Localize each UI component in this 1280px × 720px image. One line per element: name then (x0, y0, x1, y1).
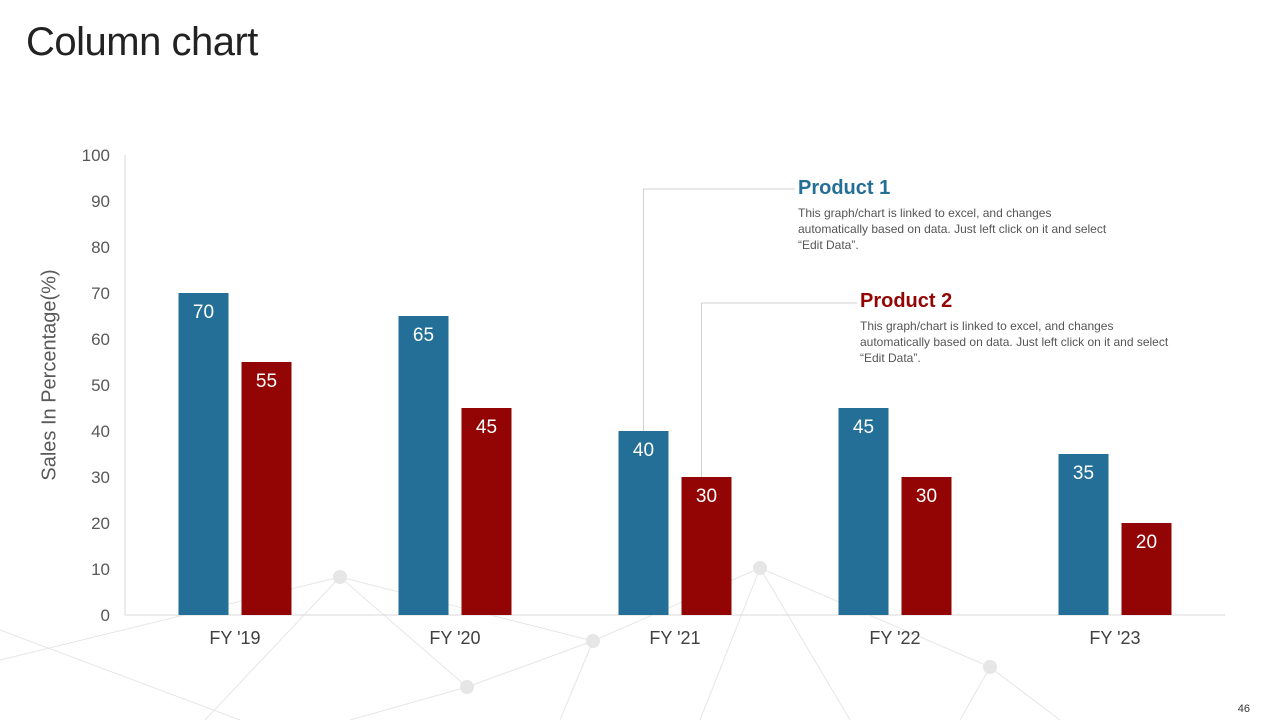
bar-data-label: 30 (696, 486, 717, 507)
bars (178, 293, 1172, 615)
page-title: Column chart (26, 20, 258, 64)
bar-data-label: 55 (256, 371, 277, 392)
callout-product-2-text: This graph/chart is linked to excel, and… (860, 319, 1169, 365)
bar-data-label: 65 (413, 325, 434, 346)
y-tick-label: 60 (91, 330, 110, 349)
bar-data-label: 45 (476, 417, 497, 438)
callout-product-1: Product 1 This graph/chart is linked to … (798, 177, 1118, 253)
x-tick-label: FY '22 (869, 628, 920, 648)
bar-product-2 (461, 408, 512, 615)
callout-product-1-text: This graph/chart is linked to excel, and… (798, 206, 1107, 252)
bar-data-label: 70 (193, 302, 214, 323)
bar-product-2 (1121, 523, 1172, 615)
y-tick-label: 100 (82, 146, 110, 165)
callout-product-2: Product 2 This graph/chart is linked to … (860, 290, 1180, 366)
bar-data-label: 40 (633, 440, 654, 461)
y-tick-label: 40 (91, 422, 110, 441)
page-number: 46 (1237, 703, 1250, 715)
y-tick-label: 0 (101, 606, 110, 625)
y-tick-label: 20 (91, 514, 110, 533)
x-tick-label: FY '19 (209, 628, 260, 648)
bar-product-1 (398, 316, 449, 615)
x-tick-label: FY '21 (649, 628, 700, 648)
bar-product-2 (681, 477, 732, 615)
y-tick-label: 70 (91, 284, 110, 303)
bar-data-label: 30 (916, 486, 937, 507)
y-tick-label: 80 (91, 238, 110, 257)
callout-product-1-title: Product 1 (798, 177, 891, 199)
callout-product-2-title: Product 2 (860, 290, 953, 312)
bar-product-1 (838, 408, 889, 615)
y-tick-label: 90 (91, 192, 110, 211)
bar-product-1 (1058, 454, 1109, 615)
y-tick-label: 30 (91, 468, 110, 487)
x-tick-label: FY '23 (1089, 628, 1140, 648)
bar-data-labels: 70 55 65 45 40 30 45 30 35 20 (193, 302, 1157, 553)
bar-product-2 (241, 362, 292, 615)
bar-data-label: 45 (853, 417, 874, 438)
bar-product-1 (618, 431, 669, 615)
bar-data-label: 20 (1136, 532, 1157, 553)
callout-leader-lines (643, 188, 857, 477)
y-axis-title: Sales In Percentage(%) (38, 269, 61, 481)
bar-product-2 (901, 477, 952, 615)
x-tick-label: FY '20 (429, 628, 480, 648)
bar-data-label: 35 (1073, 463, 1094, 484)
y-tick-label: 50 (91, 376, 110, 395)
y-axis-ticks: 0 10 20 30 40 50 60 70 80 90 100 (82, 146, 110, 625)
y-tick-label: 10 (91, 560, 110, 579)
bar-product-1 (178, 293, 229, 615)
x-axis-ticks: FY '19 FY '20 FY '21 FY '22 FY '23 (209, 628, 1140, 648)
leader-line-product-1 (643, 188, 795, 431)
leader-line-product-2 (701, 302, 857, 477)
